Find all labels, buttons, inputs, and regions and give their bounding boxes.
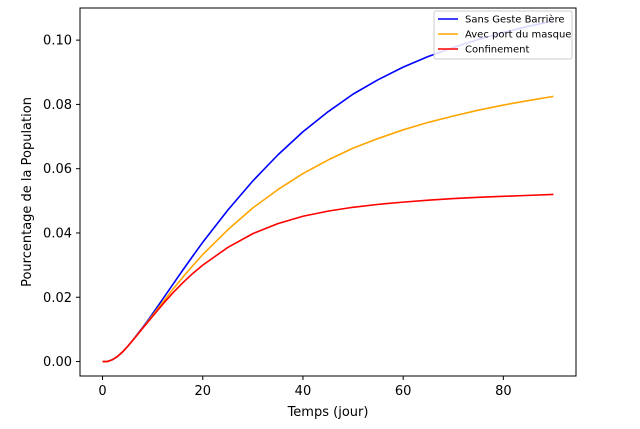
y-tick-label: 0.00 (43, 355, 72, 370)
y-tick-label: 0.06 (43, 162, 72, 177)
x-tick-label: 60 (395, 384, 412, 399)
legend-label: Sans Geste Barrière (465, 14, 565, 26)
legend-label: Confinement (465, 45, 529, 56)
y-axis-label: Pourcentage de la Population (20, 97, 35, 287)
x-tick-label: 40 (295, 384, 312, 399)
plot-frame (79, 7, 577, 377)
y-tick-label: 0.08 (43, 98, 72, 113)
legend: Sans Geste Barrière Avec port du masque Co… (433, 10, 573, 60)
x-tick-label: 0 (98, 384, 106, 399)
x-tick-label: 80 (495, 384, 512, 399)
y-tick-label: 0.04 (43, 226, 72, 241)
series-lines (102, 20, 554, 363)
series-line-3 (102, 193, 554, 363)
y-tick-label: 0.10 (43, 34, 72, 49)
legend-label: Avec port du masque (465, 30, 571, 41)
x-axis-ticks: 0 20 40 60 80 (98, 376, 512, 399)
y-axis-ticks: 0.00 0.02 0.04 0.06 0.08 0.10 (43, 34, 80, 370)
x-axis-label: Temps (jour) (287, 405, 369, 420)
legend-box (433, 10, 573, 60)
x-tick-label: 20 (194, 384, 211, 399)
y-tick-label: 0.02 (43, 291, 72, 306)
plot-area (80, 8, 576, 376)
